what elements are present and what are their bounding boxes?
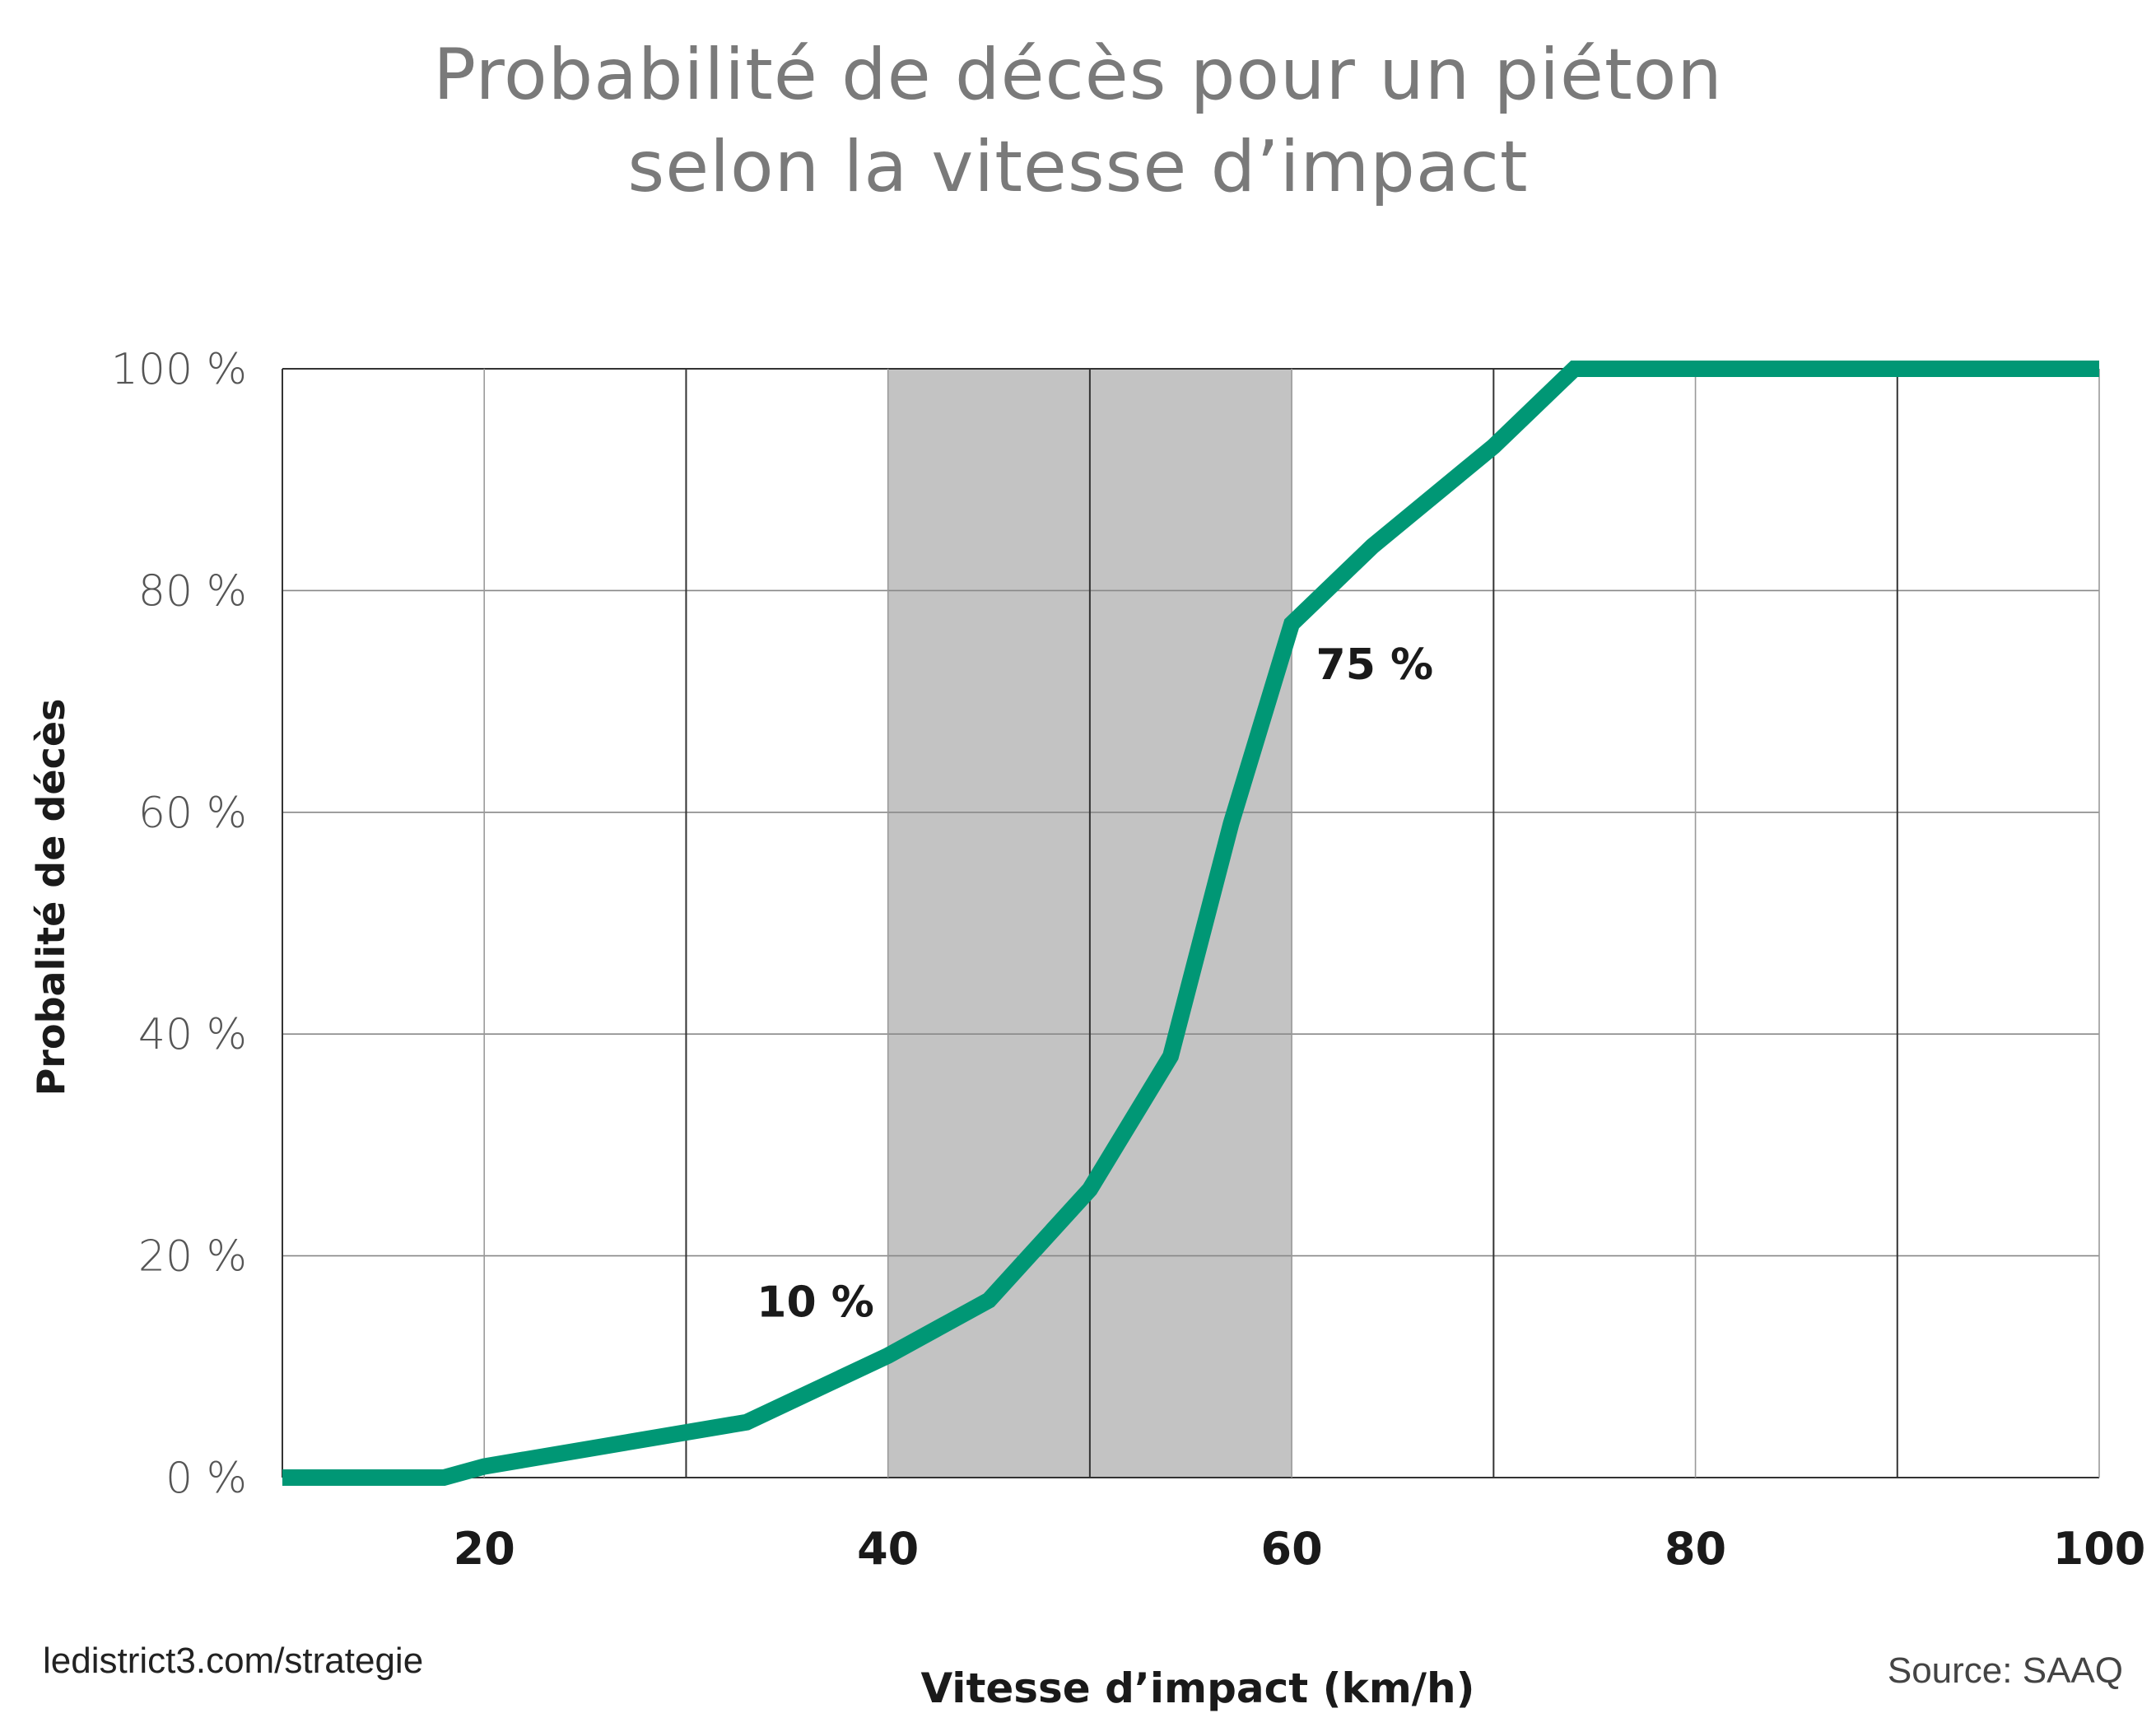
x-tick-label: 40 [857,1523,919,1575]
chart-title-line-1: Probabilité de décès pour un piéton [433,34,1723,116]
y-tick-label: 40 % [138,1010,247,1059]
x-axis-label: Vitesse d’impact (km/h) [920,1664,1474,1712]
website-url: ledistrict3.com/strategie [43,1641,424,1681]
data-annotation: 75 % [1316,640,1434,690]
x-tick-label: 80 [1665,1523,1726,1575]
x-tick-label: 20 [454,1523,515,1575]
y-tick-label: 0 % [165,1454,247,1503]
series-layer [282,361,2099,1486]
y-tick-label: 100 % [111,345,247,394]
series-line [282,361,2099,1486]
annotations: 10 % 75 % [757,640,1433,1328]
y-tick-label: 60 % [138,789,247,838]
data-annotation: 10 % [757,1278,874,1328]
grid-layer [282,368,2100,1478]
source-credit: Source: SAAQ [1887,1650,2123,1691]
y-axis-label: Probalité de décès [29,699,73,1096]
x-tick-label: 100 [2053,1523,2146,1575]
x-tick-labels: 20 40 60 80 100 [454,1523,2146,1575]
x-tick-label: 60 [1261,1523,1323,1575]
y-tick-labels: 0 % 20 % 40 % 60 % 80 % 100 % [111,345,247,1503]
chart-title-line-2: selon la vitesse d’impact [627,126,1529,208]
y-tick-label: 80 % [138,566,247,616]
y-tick-label: 20 % [138,1232,247,1282]
